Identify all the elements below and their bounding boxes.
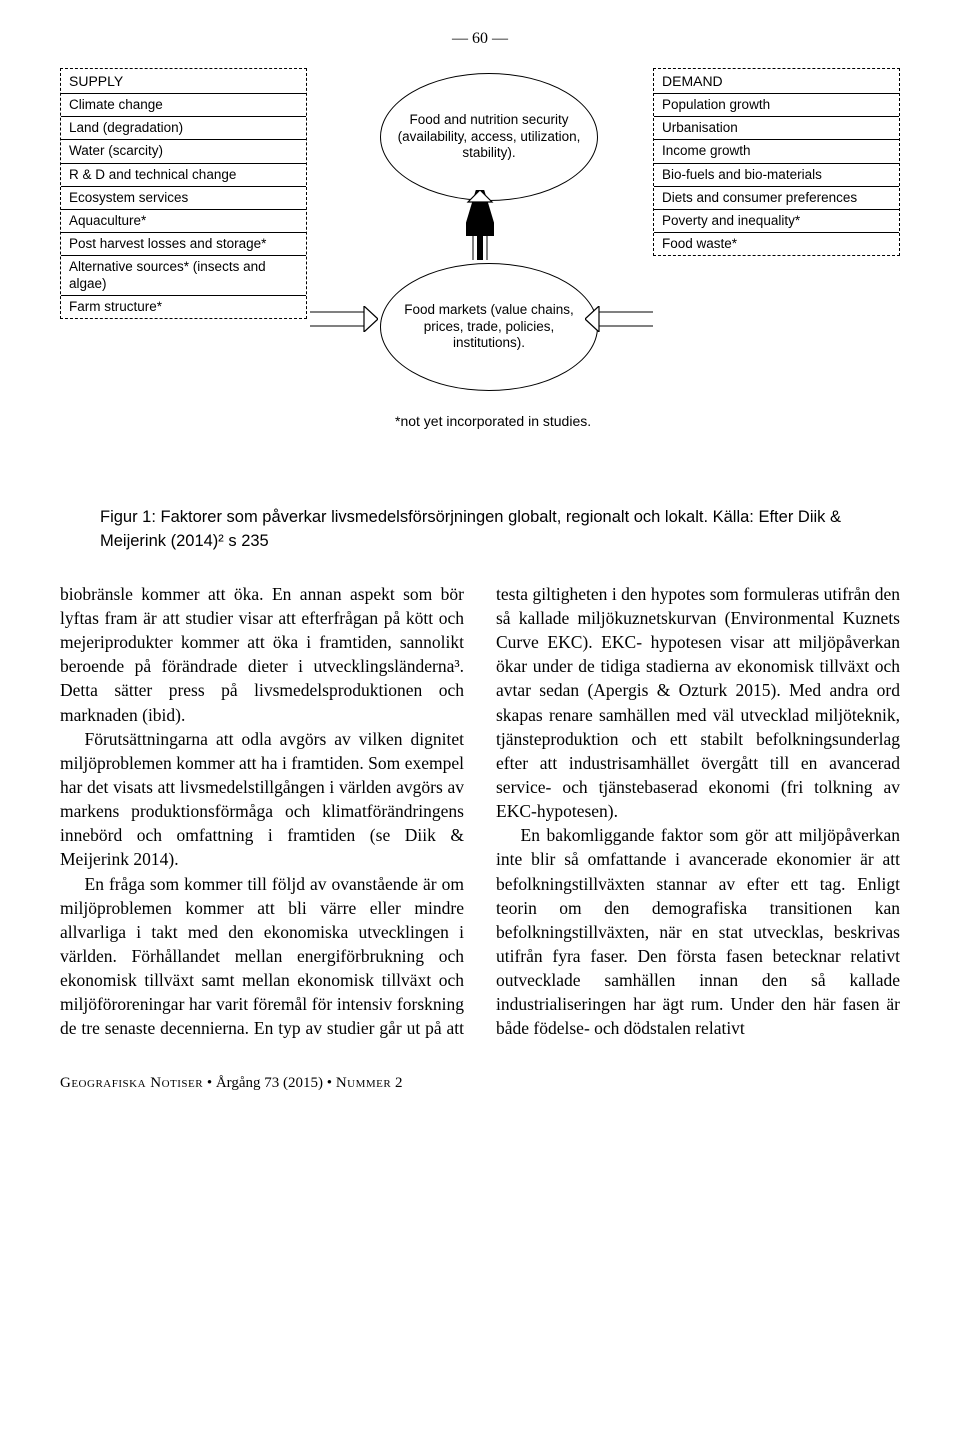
arrow-right-icon (310, 306, 378, 332)
supply-item: Post harvest losses and storage* (61, 232, 306, 255)
arrow-up-icon (466, 190, 494, 260)
page-footer: Geografiska Notiser • Årgång 73 (2015) •… (60, 1075, 900, 1092)
page-number: — 60 — (60, 30, 900, 48)
demand-box: DEMAND Population growth Urbanisation In… (653, 68, 900, 256)
footer-issue-label: Nummer (336, 1075, 391, 1091)
article-body: biobränsle kommer att öka. En annan aspe… (60, 582, 900, 1041)
demand-item: Urbanisation (654, 116, 899, 139)
body-paragraph: En bakomliggande faktor som gör att milj… (496, 823, 900, 1040)
demand-item: Population growth (654, 93, 899, 116)
supply-item: Aquaculture* (61, 209, 306, 232)
supply-item: Water (scarcity) (61, 139, 306, 162)
footer-issue-num: 2 (391, 1075, 402, 1091)
supply-item: Climate change (61, 93, 306, 116)
arrow-left-icon (585, 306, 653, 332)
demand-item: Poverty and inequality* (654, 209, 899, 232)
supply-box: SUPPLY Climate change Land (degradation)… (60, 68, 307, 319)
demand-item: Income growth (654, 139, 899, 162)
figure-1-diagram: SUPPLY Climate change Land (degradation)… (60, 68, 900, 488)
supply-item: Land (degradation) (61, 116, 306, 139)
footer-journal: Geografiska Notiser (60, 1075, 203, 1091)
body-paragraph: biobränsle kommer att öka. En annan aspe… (60, 582, 464, 727)
top-ellipse: Food and nutrition security (availabilit… (380, 73, 598, 201)
diagram-footnote: *not yet incorporated in studies. (395, 413, 591, 429)
supply-item: Farm structure* (61, 295, 306, 318)
supply-item: R & D and technical change (61, 163, 306, 186)
body-paragraph: Förutsättningarna att odla avgörs av vil… (60, 727, 464, 872)
supply-title: SUPPLY (61, 69, 306, 93)
demand-title: DEMAND (654, 69, 899, 93)
demand-item: Bio-fuels and bio-materials (654, 163, 899, 186)
supply-item: Alternative sources* (insects and algae) (61, 255, 306, 294)
demand-item: Diets and consumer preferences (654, 186, 899, 209)
footer-middle: • Årgång 73 (2015) • (203, 1075, 336, 1091)
bottom-ellipse: Food markets (value chains, prices, trad… (380, 263, 598, 391)
supply-item: Ecosystem services (61, 186, 306, 209)
figure-caption: Figur 1: Faktorer som påverkar livsmedel… (100, 506, 860, 554)
demand-item: Food waste* (654, 232, 899, 255)
